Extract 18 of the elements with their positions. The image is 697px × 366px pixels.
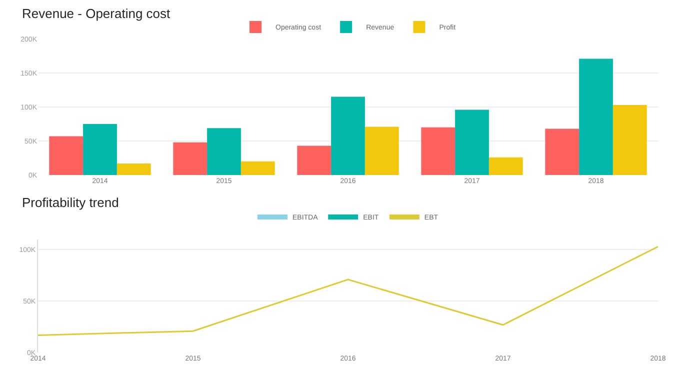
bar xyxy=(207,128,241,175)
chart-title: Revenue - Operating cost xyxy=(22,6,171,21)
bar xyxy=(49,136,84,175)
bar xyxy=(364,126,399,175)
bar xyxy=(297,146,332,175)
bar xyxy=(83,124,117,175)
bar xyxy=(421,127,456,175)
bar xyxy=(173,142,208,175)
line-series xyxy=(38,246,658,336)
bar xyxy=(612,104,647,175)
bar xyxy=(455,110,489,175)
bar xyxy=(488,157,523,175)
bar xyxy=(545,128,580,175)
bar xyxy=(240,161,275,175)
bar xyxy=(331,96,365,175)
bar xyxy=(579,58,613,175)
chart-title: Profitability trend xyxy=(22,195,119,210)
bar xyxy=(116,163,151,175)
